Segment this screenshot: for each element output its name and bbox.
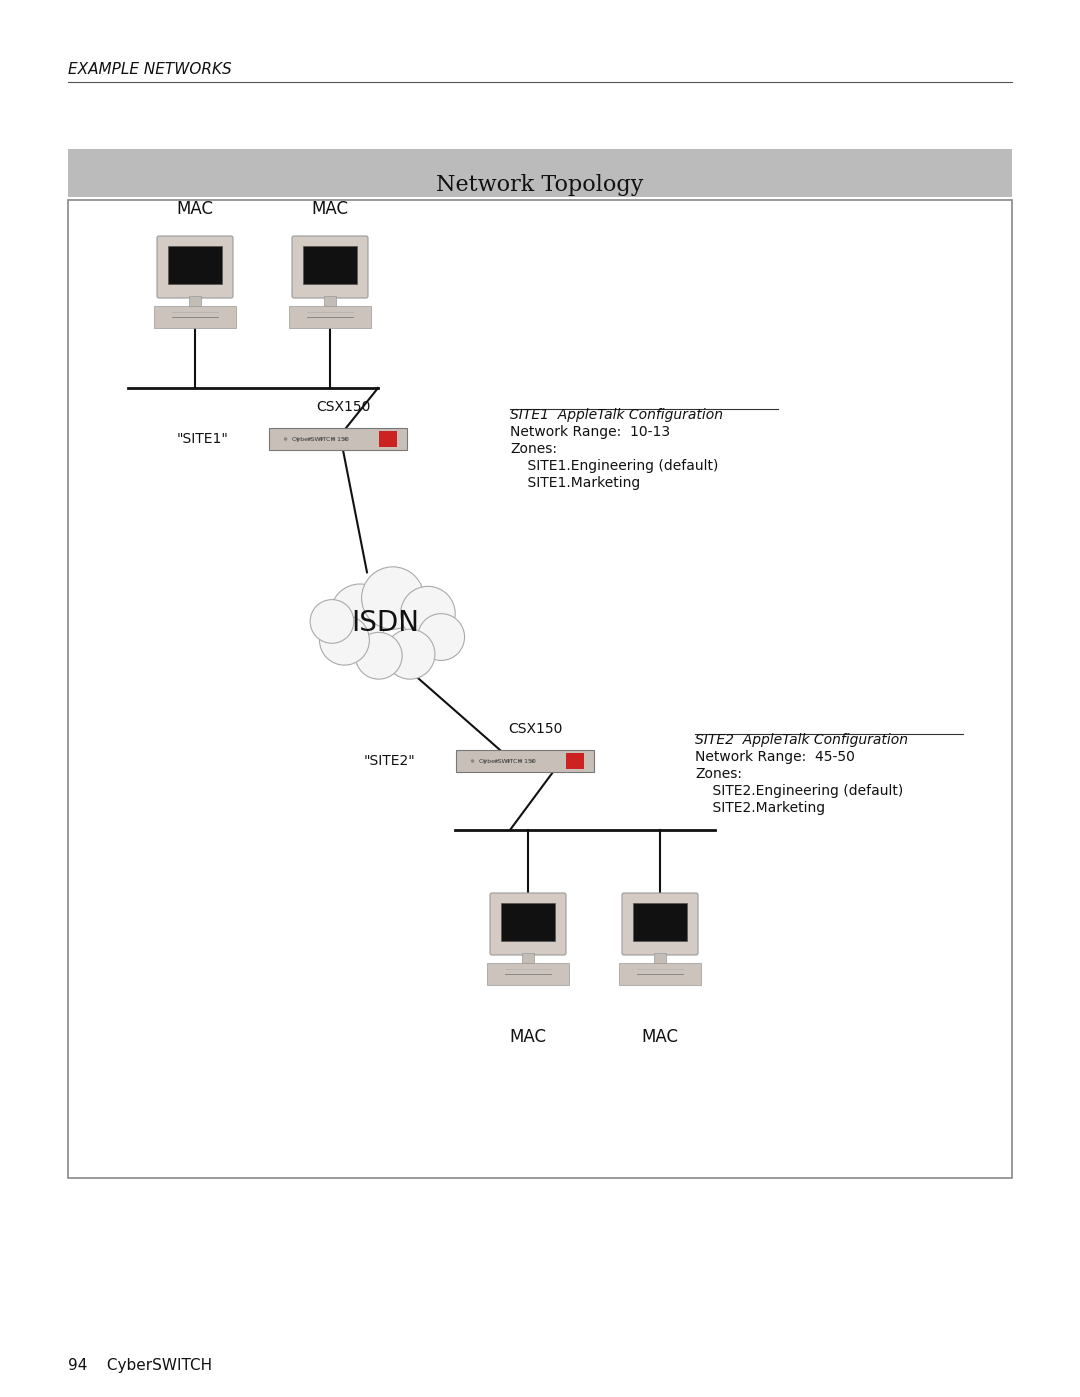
Text: MAC: MAC [642,1028,678,1046]
Circle shape [518,759,523,763]
Circle shape [471,759,474,763]
Bar [289,306,372,328]
Text: Zones:: Zones: [696,767,742,781]
Text: "SITE2": "SITE2" [363,754,415,768]
Bar [68,149,1012,197]
Text: SITE2  AppleTalk Configuration: SITE2 AppleTalk Configuration [696,733,908,747]
Text: 94    CyberSWITCH: 94 CyberSWITCH [68,1358,212,1373]
Bar [269,427,407,450]
Bar [379,432,397,447]
Text: CSX150: CSX150 [315,400,370,414]
Text: CSX150: CSX150 [508,722,563,736]
Bar [154,306,237,328]
Text: ISDN: ISDN [351,609,419,637]
FancyBboxPatch shape [292,236,368,298]
Circle shape [483,759,486,763]
Circle shape [495,759,498,763]
Bar [566,753,584,768]
Text: MAC: MAC [311,200,349,218]
Text: SITE1.Engineering (default): SITE1.Engineering (default) [510,460,718,474]
Text: SITE1  AppleTalk Configuration: SITE1 AppleTalk Configuration [510,408,723,422]
Circle shape [343,437,347,441]
Circle shape [507,759,510,763]
FancyBboxPatch shape [633,902,687,942]
Text: Network Range:  10-13: Network Range: 10-13 [510,425,670,439]
Text: SITE2.Marketing: SITE2.Marketing [696,800,825,814]
Text: CyberSWITCH 150: CyberSWITCH 150 [292,436,349,441]
Text: Zones:: Zones: [510,441,557,455]
Circle shape [332,437,335,441]
Circle shape [530,759,535,763]
FancyBboxPatch shape [622,893,698,956]
Bar [189,296,201,306]
Bar [456,750,594,773]
Text: MAC: MAC [510,1028,546,1046]
Text: CyberSWITCH 150: CyberSWITCH 150 [478,759,536,764]
FancyBboxPatch shape [302,246,357,285]
FancyBboxPatch shape [157,236,233,298]
Text: SITE2.Engineering (default): SITE2.Engineering (default) [696,784,903,798]
FancyBboxPatch shape [490,893,566,956]
Circle shape [296,437,299,441]
Text: EXAMPLE NETWORKS: EXAMPLE NETWORKS [68,61,231,77]
FancyBboxPatch shape [501,902,555,942]
Bar [324,296,336,306]
Bar [654,953,666,963]
Bar [619,963,701,985]
FancyBboxPatch shape [167,246,222,285]
Text: Network Topology: Network Topology [436,175,644,196]
Text: Network Range:  45-50: Network Range: 45-50 [696,750,855,764]
Bar [68,200,1012,1178]
Circle shape [308,437,311,441]
Bar [522,953,534,963]
Text: SITE1.Marketing: SITE1.Marketing [510,476,640,490]
Bar [487,963,569,985]
Text: "SITE1": "SITE1" [176,432,228,446]
Circle shape [320,437,323,441]
Circle shape [284,437,287,441]
Text: MAC: MAC [176,200,214,218]
